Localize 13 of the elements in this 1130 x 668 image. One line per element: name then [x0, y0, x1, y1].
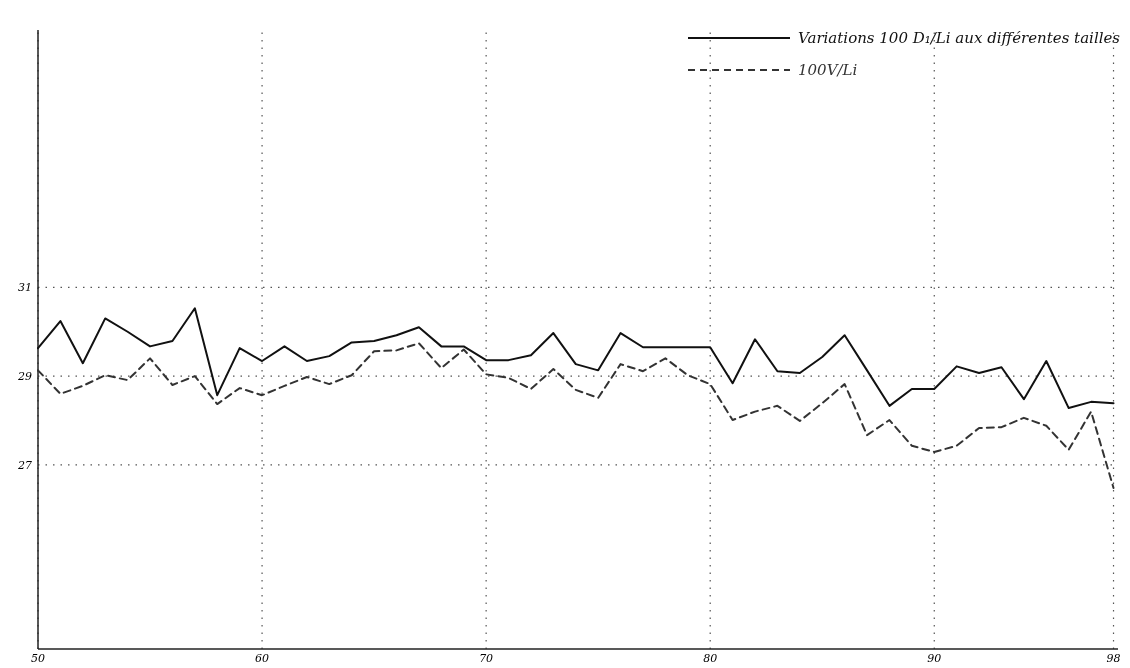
- line-series: [37, 342, 1115, 489]
- text: 100V/Li: [798, 61, 858, 79]
- line-series: [37, 307, 1115, 410]
- x-tick-label: 50: [31, 652, 45, 665]
- x-tick-label: 90: [927, 652, 942, 665]
- x-tick-label: 80: [703, 652, 718, 665]
- y-tick-label: 27: [17, 458, 32, 472]
- text: Variations 100 D₁/Li aux différentes tailles: [798, 29, 1121, 47]
- x-tick-label: 60: [255, 652, 270, 665]
- x-tick-label: 70: [479, 652, 494, 665]
- y-tick-label: 31: [18, 281, 32, 295]
- x-tick-label: 98: [1106, 652, 1121, 665]
- y-tick-label: 29: [17, 370, 32, 384]
